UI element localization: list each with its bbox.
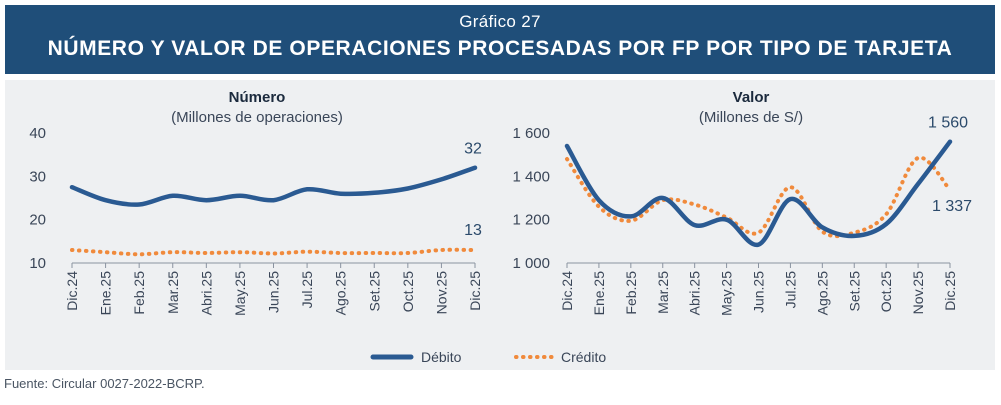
legend: Débito Crédito [370,349,606,365]
chart-numero: Número (Millones de operaciones) 10 20 30 4… [29,89,483,316]
x-tick-label: Set.25 [366,271,382,312]
x-tick-label: May.25 [232,271,248,316]
y-tick-label: 1 400 [512,168,550,185]
chart-valor-series-debito [564,139,953,247]
y-tick-label: 1 600 [512,125,550,142]
x-tick-label: Feb.25 [131,271,147,315]
y-tick-label: 1 200 [512,212,550,229]
x-tick-label: Ene.25 [98,271,114,316]
chart-main-title: NÚMERO Y VALOR DE OPERACIONES PROCESADAS… [47,37,953,60]
x-tick-label: Dic.25 [942,271,958,311]
chart-numero-title: Número [229,89,286,106]
x-tick-label: Oct.25 [878,271,894,312]
x-tick-label: Jun.25 [751,271,767,313]
chart-numero-series-debito [69,165,478,207]
chart-valor-title: Valor [733,89,770,106]
chart-numero-yaxis: 10 20 30 40 [29,125,46,272]
x-tick-label: Dic.24 [64,271,80,311]
x-tick-label: Dic.25 [467,271,483,311]
x-tick-label: Nov.25 [433,271,449,315]
x-tick-label: Ene.25 [591,271,607,316]
chart-valor-yaxis: 1 000 1 200 1 400 1 600 [512,125,550,272]
chart-valor-series-credito [565,155,952,239]
source-note: Fuente: Circular 0027-2022-BCRP. [4,376,205,391]
x-tick-label: Feb.25 [623,271,639,315]
x-tick-label: Ago.25 [333,271,349,316]
x-tick-label: Jun.25 [266,271,282,313]
chart-numero-series-credito [70,247,477,257]
chart-valor-credito-end-label: 1 337 [932,198,972,215]
x-tick-label: Nov.25 [910,271,926,315]
x-tick-label: May.25 [719,271,735,316]
x-tick-label: Dic.24 [559,271,575,311]
y-tick-label: 40 [29,125,46,142]
charts-panel: Número (Millones de operaciones) 10 20 30 4… [5,80,995,370]
y-tick-label: 1 000 [512,255,550,272]
x-tick-label: Jul.25 [782,271,798,309]
y-tick-label: 20 [29,212,46,229]
x-tick-label: Oct.25 [400,271,416,312]
chart-supertitle: Gráfico 27 [459,12,541,31]
legend-debito-label: Débito [421,349,462,365]
chart-valor-xaxis: Dic.24 Ene.25 Feb.25 Mar.25 Abri.25 May.25 Jun… [559,263,958,316]
chart-valor-debito-end-label: 1 560 [928,115,968,132]
x-tick-label: Mar.25 [165,271,181,314]
chart-numero-subtitle: (Millones de operaciones) [171,109,343,126]
x-tick-label: Set.25 [846,271,862,312]
x-tick-label: Ago.25 [814,271,830,316]
y-tick-label: 10 [29,255,46,272]
chart-numero-credito-end-label: 13 [464,222,482,239]
chart-numero-debito-end-label: 32 [464,141,482,158]
chart-numero-xaxis: Dic.24 Ene.25 Feb.25 Mar.25 Abri.25 May.25 Jun… [64,263,483,316]
x-tick-label: Abri.25 [687,271,703,316]
x-tick-label: Jul.25 [299,271,315,309]
charts-svg: Número (Millones de operaciones) 10 20 30 4… [29,89,972,365]
chart-header: Gráfico 27 NÚMERO Y VALOR DE OPERACIONES… [5,5,995,74]
legend-credito-label: Crédito [561,349,606,365]
x-tick-label: Abri.25 [198,271,214,316]
chart-valor-subtitle: (Millones de S/) [699,109,803,126]
y-tick-label: 30 [29,168,46,185]
x-tick-label: Mar.25 [655,271,671,314]
